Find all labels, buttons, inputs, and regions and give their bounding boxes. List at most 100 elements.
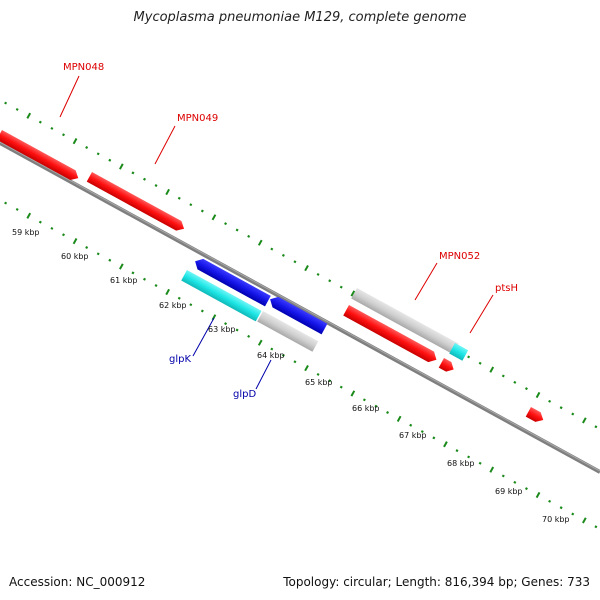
inner-tick-minor	[154, 284, 158, 288]
outer-tick-minor	[85, 145, 89, 150]
inner-tick-major	[26, 212, 32, 219]
gene-reverse-blue-feature[interactable]	[267, 294, 328, 335]
inner-tick-minor	[420, 430, 424, 434]
inner-tick-minor	[200, 309, 204, 313]
inner-tick-major	[72, 238, 78, 245]
inner-tick-minor	[293, 360, 297, 364]
gene-forward-red-feature[interactable]	[343, 305, 439, 365]
topology-value: circular	[343, 575, 388, 589]
gene-label-mpn049[interactable]: MPN049	[177, 113, 218, 124]
callout-ptsh	[469, 294, 494, 334]
outer-tick-minor	[478, 361, 482, 365]
gene-label-ptsh[interactable]: ptsH	[495, 283, 518, 294]
genes-value: 733	[567, 575, 590, 589]
gene-mpn048-feature[interactable]	[0, 130, 81, 183]
scale-label: 70 kbp	[542, 515, 570, 524]
outer-tick-minor	[38, 120, 42, 124]
gene-label-mpn048[interactable]: MPN048	[63, 62, 104, 73]
outer-tick-minor	[143, 177, 146, 181]
outer-tick-minor	[177, 196, 181, 200]
outer-tick-minor	[200, 209, 204, 213]
inner-tick-major	[396, 415, 402, 422]
gene-glpk-reverse-feature[interactable]	[192, 256, 271, 307]
inner-tick-minor	[409, 423, 413, 427]
gene-mpn049-feature[interactable]	[86, 172, 187, 234]
inner-tick-major	[257, 339, 263, 346]
gene-glpk-feature[interactable]	[181, 270, 262, 322]
scale-label: 67 kbp	[399, 431, 427, 440]
outer-tick-minor	[15, 107, 19, 111]
inner-tick-minor	[62, 233, 65, 237]
inner-tick-minor	[386, 410, 390, 415]
inner-tick-major	[443, 441, 448, 448]
scale-label: 69 kbp	[495, 487, 523, 496]
outer-tick-minor	[247, 234, 251, 238]
map-title: Mycoplasma pneumoniae M129, complete gen…	[133, 10, 467, 25]
outer-tick-major	[304, 265, 309, 272]
scale-label: 65 kbp	[305, 378, 333, 387]
inner-tick-minor	[50, 226, 54, 230]
outer-tick-minor	[108, 158, 112, 162]
inner-tick-minor	[455, 449, 459, 453]
gene-ptsh-feature[interactable]	[449, 343, 469, 361]
inner-tick-major	[304, 365, 309, 372]
scale-label: 59 kbp	[12, 228, 40, 237]
inner-tick-minor	[85, 245, 89, 250]
accession-label: Accession:	[9, 575, 73, 589]
callout-mpn048	[59, 75, 80, 118]
outer-tick-minor	[293, 260, 297, 264]
outer-tick-major	[582, 417, 587, 424]
length-label: Length:	[395, 575, 441, 589]
outer-tick-major	[165, 188, 170, 196]
outer-tick-minor	[50, 126, 54, 130]
inner-tick-major	[582, 517, 587, 524]
inner-tick-major	[489, 466, 495, 473]
outer-tick-minor	[62, 133, 65, 137]
gene-forward-small-feature[interactable]	[438, 358, 457, 374]
outer-tick-minor	[559, 406, 563, 410]
inner-tick-minor	[189, 303, 193, 307]
inner-tick-minor	[281, 353, 285, 357]
accession-value: NC_000912	[76, 575, 146, 589]
outer-tick-minor	[548, 399, 552, 403]
outer-tick-minor	[189, 203, 193, 207]
inner-tick-minor	[467, 455, 471, 459]
gene-glpd-feature[interactable]	[257, 311, 319, 352]
inner-tick-minor	[374, 404, 378, 408]
inner-tick-minor	[96, 252, 100, 256]
genome-backbone	[0, 141, 600, 474]
inner-tick-minor	[501, 474, 505, 478]
scale-label: 60 kbp	[61, 252, 89, 261]
inner-tick-major	[350, 390, 356, 397]
gene-mpn052-feature[interactable]	[351, 288, 459, 355]
outer-tick-major	[119, 163, 124, 170]
outer-tick-major	[535, 391, 541, 399]
gene-labels: MPN048 MPN049 MPN052 ptsH glpK glpD	[63, 62, 518, 400]
length-value: 816,394 bp	[444, 575, 514, 589]
outer-tick-major	[72, 138, 78, 145]
gene-label-glpd[interactable]: glpD	[233, 389, 256, 400]
inner-tick-minor	[38, 220, 42, 224]
gene-label-glpk[interactable]: glpK	[169, 354, 191, 365]
inner-tick-minor	[235, 328, 239, 332]
inner-tick-minor	[316, 372, 320, 376]
outer-tick-minor	[316, 272, 320, 276]
outer-tick-minor	[524, 387, 528, 391]
gene-label-mpn052[interactable]: MPN052	[439, 251, 480, 262]
outer-tick-minor	[571, 412, 575, 416]
inner-tick-minor	[524, 487, 528, 491]
gene-forward-far-feature[interactable]	[525, 407, 546, 425]
inner-tick-minor	[108, 258, 112, 262]
scale-label: 66 kbp	[352, 404, 380, 413]
topology-label: Topology:	[283, 575, 340, 589]
callout-glpd	[255, 359, 272, 390]
inner-tick-minor	[571, 512, 575, 516]
outer-tick-major	[350, 290, 356, 297]
label-callouts	[59, 75, 494, 390]
outer-tick-minor	[4, 101, 8, 105]
outer-tick-minor	[594, 425, 598, 429]
inner-tick-minor	[247, 334, 251, 338]
outer-tick-track	[4, 101, 598, 429]
scale-label: 68 kbp	[447, 459, 475, 468]
